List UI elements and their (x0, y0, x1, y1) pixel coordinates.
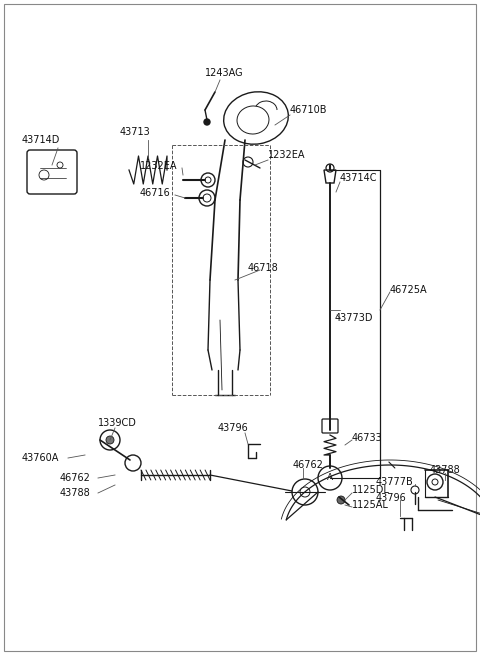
Text: 46710B: 46710B (290, 105, 327, 115)
Text: 43760A: 43760A (22, 453, 60, 463)
Text: 46718: 46718 (248, 263, 279, 273)
Circle shape (337, 496, 345, 504)
Text: 43777B: 43777B (376, 477, 414, 487)
Text: 46725A: 46725A (390, 285, 428, 295)
Text: 43713: 43713 (120, 127, 151, 137)
Text: 43796: 43796 (376, 493, 407, 503)
Text: 46716: 46716 (140, 188, 171, 198)
Text: 1232EA: 1232EA (140, 161, 178, 171)
Text: 43773D: 43773D (335, 313, 373, 323)
Text: 43714C: 43714C (340, 173, 377, 183)
Text: 43796: 43796 (218, 423, 249, 433)
Text: 43788: 43788 (60, 488, 91, 498)
Circle shape (106, 436, 114, 444)
Text: 46762: 46762 (293, 460, 324, 470)
Text: 46733: 46733 (352, 433, 383, 443)
Text: 43714D: 43714D (22, 135, 60, 145)
Text: 1125DL: 1125DL (352, 485, 390, 495)
Text: 43788: 43788 (430, 465, 461, 475)
Text: 1339CD: 1339CD (98, 418, 137, 428)
Text: 1125AL: 1125AL (352, 500, 389, 510)
Circle shape (204, 119, 210, 125)
Text: 1243AG: 1243AG (205, 68, 244, 78)
Text: 1232EA: 1232EA (268, 150, 305, 160)
Text: 46762: 46762 (60, 473, 91, 483)
Text: A: A (327, 474, 333, 483)
